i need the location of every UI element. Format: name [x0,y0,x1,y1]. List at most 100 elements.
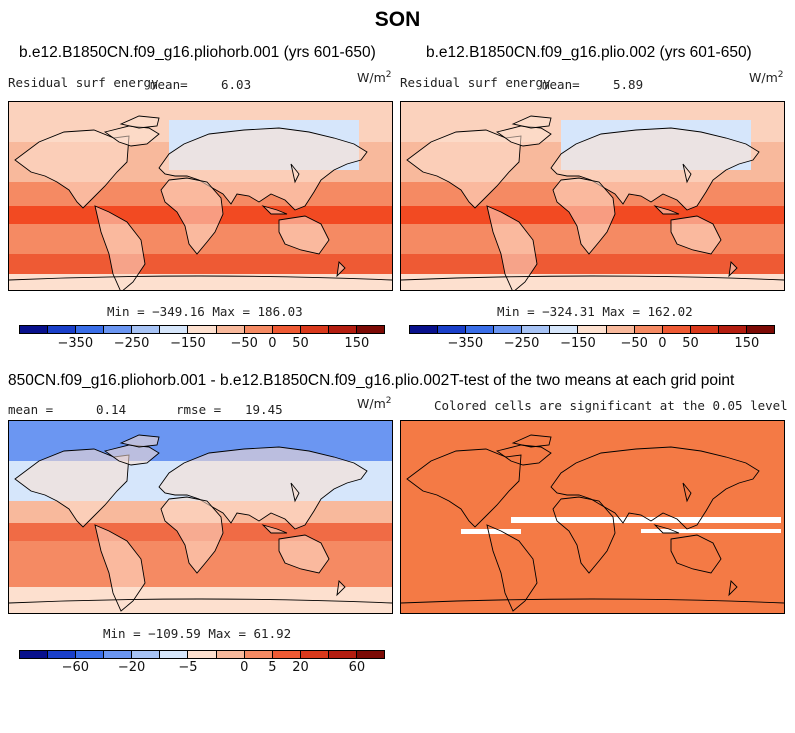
insignificant-band [511,517,781,523]
top-right-colorbar-swatch [662,326,691,333]
bottom-colorbar-swatch [160,651,189,658]
coastline [552,177,616,255]
panel1-map [8,101,393,291]
top-left-colorbar-tick-label: 0 [268,336,277,351]
coastline [14,129,130,209]
panel3-min-max: Min = −109.59 Max = 61.92 [103,626,292,641]
bottom-colorbar-swatch [328,651,357,658]
coastline [119,434,160,448]
coastline [406,129,522,209]
bottom-colorbar-tick-label: 0 [240,660,249,675]
panel4-subtitle: Colored cells are significant at the 0.0… [434,398,788,413]
panel2-variable-label: Residual surf energy [400,75,551,90]
panel3-map [8,420,393,614]
panel2-mean-label: mean= [542,77,580,92]
bottom-colorbar [19,650,385,659]
panel3-mean-label: mean = [8,402,54,417]
top-left-colorbar-swatch [244,326,273,333]
top-right-colorbar-tick-label: 0 [658,336,667,351]
panel2-map [400,101,785,291]
top-right-colorbar-swatch [578,326,607,333]
top-left-colorbar-swatch [188,326,217,333]
top-left-colorbar-tick-label: −250 [113,336,150,351]
top-right-colorbar-tick-label: 150 [734,336,760,351]
bottom-colorbar-swatch [104,651,133,658]
panel3-rmse-value: 19.45 [245,402,283,417]
coastline [728,580,738,597]
coastline [261,205,288,215]
top-right-colorbar-swatch [466,326,495,333]
coastline [511,115,552,129]
antarctica-coastline [401,275,784,281]
panel2-mean-value: 5.89 [613,77,644,92]
top-right-colorbar-swatch [522,326,551,333]
panel4-map [400,420,785,614]
panel1-variable-label: Residual surf energy [8,75,159,90]
top-left-colorbar [19,325,385,334]
bottom-colorbar-swatch [48,651,77,658]
top-left-colorbar-swatch [160,326,189,333]
bottom-colorbar-tick-label: −60 [61,660,90,675]
top-right-colorbar-swatch [494,326,523,333]
coastline [290,482,300,503]
top-left-colorbar-swatch [132,326,161,333]
panel3-rmse-label: rmse = [176,402,222,417]
top-left-colorbar-tick-label: 50 [292,336,309,351]
bottom-colorbar-tick-label: −20 [117,660,146,675]
bottom-colorbar-swatch [20,651,49,658]
bottom-colorbar-swatch [300,651,329,658]
coastline [653,524,680,534]
coastline [486,205,538,290]
coastline [336,261,346,278]
top-right-colorbar-tick-label: −350 [447,336,484,351]
coastline [14,448,130,528]
panel1-mean-value: 6.03 [221,77,252,92]
antarctica-coastline [9,598,392,604]
panel3-units: W/m2 [357,396,392,412]
coastline [653,205,680,215]
top-left-colorbar-tick-label: −50 [230,336,258,351]
top-right-colorbar-tick-label: 50 [682,336,699,351]
coastline [278,215,330,255]
antarctic-band [9,274,392,290]
panel2-units: W/m2 [749,70,784,86]
top-left-colorbar-tick-label: −350 [57,336,94,351]
top-right-colorbar-tick-label: −150 [560,336,596,351]
top-right-colorbar-swatch [718,326,747,333]
coastline [682,482,692,503]
coastline [406,448,522,528]
top-right-colorbar-swatch [550,326,579,333]
coastline [261,524,288,534]
panel4-title: T-test of the two means at each grid poi… [450,372,735,389]
top-left-colorbar-swatch [300,326,329,333]
top-right-colorbar-swatch [634,326,663,333]
panel1-title: b.e12.B1850CN.f09_g16.pliohorb.001 (yrs … [19,44,376,61]
coastline [160,177,224,255]
southern-ocean-warm [9,254,392,274]
coastline [670,215,722,255]
coastline [670,534,722,574]
top-right-colorbar-labels: −350 −250 −150 −50 0 50 150 [409,336,775,352]
top-right-colorbar-swatch [690,326,719,333]
southern-ocean-warm [401,254,784,274]
top-left-colorbar-swatch [104,326,133,333]
top-right-colorbar-tick-label: −250 [503,336,540,351]
top-left-colorbar-tick-label: −150 [170,336,206,351]
coastline [94,205,146,290]
top-right-colorbar-tick-label: −50 [620,336,648,351]
panel1-min-max: Min = −349.16 Max = 186.03 [107,304,303,319]
top-left-colorbar-swatch [216,326,245,333]
figure-title: SON [374,8,421,31]
coastline [94,524,146,612]
bottom-colorbar-swatch [188,651,217,658]
bottom-colorbar-swatch [216,651,245,658]
panel2-min-max: Min = −324.31 Max = 162.02 [497,304,693,319]
bottom-colorbar-swatch [76,651,105,658]
top-right-colorbar-swatch [746,326,775,333]
panel2-title: b.e12.B1850CN.f09_g16.plio.002 (yrs 601-… [426,44,752,61]
antarctic-band [401,274,784,290]
coastline [550,446,760,530]
antarctic-band [9,587,392,613]
coastline [119,115,160,129]
top-left-colorbar-swatch [20,326,49,333]
